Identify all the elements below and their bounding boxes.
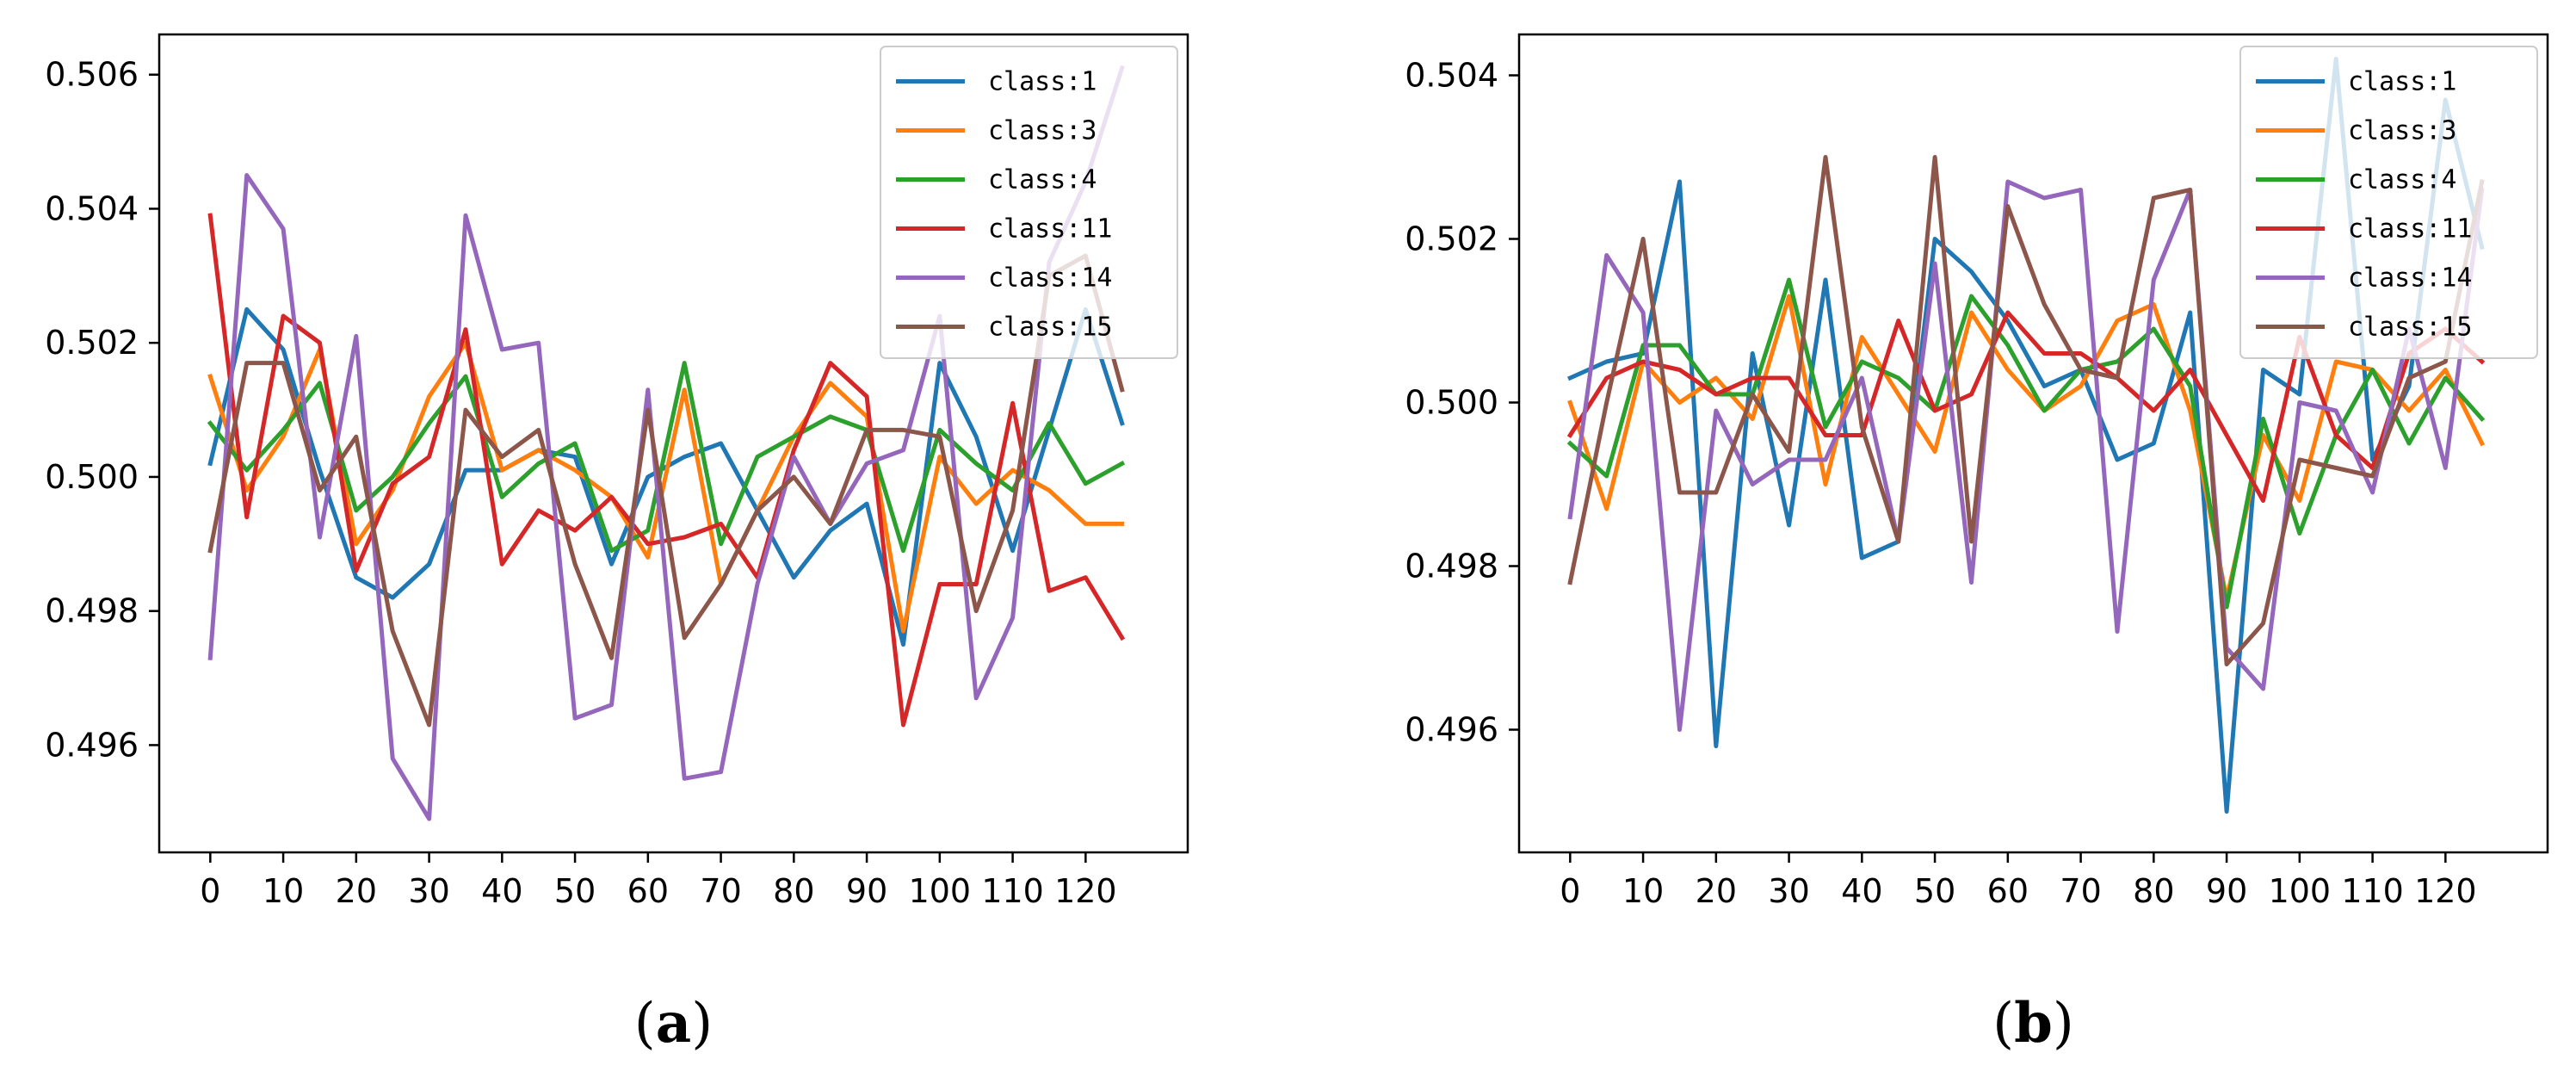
legend-label: class:4 bbox=[2348, 165, 2456, 195]
x-tick-label: 40 bbox=[1841, 872, 1882, 910]
legend-label: class:11 bbox=[2348, 214, 2473, 245]
y-tick-label: 0.502 bbox=[1405, 220, 1498, 258]
legend: class:1 class:3 class:4 class:11 class:14 cla… bbox=[2239, 46, 2538, 359]
legend-label: class:15 bbox=[988, 313, 1113, 343]
series-line-class-4 bbox=[1566, 277, 2486, 610]
x-tick-label: 70 bbox=[2060, 872, 2101, 910]
axes-frame bbox=[1517, 33, 2549, 854]
series-line-class-14 bbox=[1567, 179, 2485, 732]
y-tick-label: 0.504 bbox=[1405, 57, 1498, 95]
x-tick-label: 70 bbox=[700, 872, 741, 910]
series-line-class-14 bbox=[207, 65, 1125, 821]
legend-label: class:14 bbox=[2348, 263, 2473, 294]
x-tick-label: 50 bbox=[554, 872, 596, 910]
x-tick-label: 100 bbox=[2269, 872, 2332, 910]
x-tick-label: 120 bbox=[2414, 872, 2477, 910]
y-tick-label: 0.502 bbox=[45, 324, 139, 362]
x-tick-label: 60 bbox=[627, 872, 669, 910]
chart-panel-a: 0 10 20 30 40 50 60 70 80 90 100 110 120 0.496 0.498 0.… bbox=[45, 33, 1189, 1056]
panel-label-letter: a bbox=[656, 991, 691, 1056]
legend-label: class:15 bbox=[2348, 313, 2473, 343]
legend-box bbox=[2239, 46, 2538, 359]
x-tick-label: 90 bbox=[846, 872, 887, 910]
x-tick-label: 100 bbox=[909, 872, 972, 910]
x-tick-label: 20 bbox=[336, 872, 377, 910]
x-tick-label: 110 bbox=[981, 872, 1044, 910]
y-tick-label: 0.500 bbox=[45, 458, 139, 496]
legend-label: class:11 bbox=[988, 214, 1113, 245]
series-line-class-15 bbox=[207, 253, 1125, 728]
x-tick-label: 30 bbox=[1768, 872, 1809, 910]
series-line-class-3 bbox=[1567, 294, 2486, 601]
panel-label-letter: b bbox=[2014, 991, 2053, 1056]
legend-label: class:3 bbox=[2348, 116, 2456, 146]
x-tick-label: 50 bbox=[1914, 872, 1955, 910]
axes-frame bbox=[158, 33, 1189, 854]
legend-label: class:3 bbox=[988, 116, 1096, 146]
panel-label: (b) bbox=[1992, 991, 2074, 1056]
x-tick-label: 120 bbox=[1054, 872, 1117, 910]
legend-label: class:1 bbox=[2348, 67, 2456, 97]
y-tick-label: 0.504 bbox=[45, 189, 139, 227]
y-tick-label: 0.498 bbox=[45, 592, 139, 630]
x-tick-label: 110 bbox=[2341, 872, 2404, 910]
series-line-class-4 bbox=[207, 361, 1126, 554]
series-line-class-15 bbox=[1567, 155, 2485, 666]
x-tick-label: 30 bbox=[408, 872, 449, 910]
x-tick-label: 40 bbox=[481, 872, 522, 910]
x-tick-label: 10 bbox=[263, 872, 304, 910]
legend: class:1 class:3 class:4 class:11 class:14 cla… bbox=[880, 46, 1178, 359]
x-tick-label: 90 bbox=[2206, 872, 2247, 910]
y-tick-label: 0.496 bbox=[45, 726, 139, 764]
panel-label: (a) bbox=[634, 991, 713, 1056]
legend-label: class:14 bbox=[988, 263, 1113, 294]
y-tick-label: 0.500 bbox=[1405, 384, 1498, 422]
series-line-class-3 bbox=[207, 340, 1125, 634]
legend-label: class:4 bbox=[988, 165, 1096, 195]
x-tick-label: 80 bbox=[773, 872, 814, 910]
x-tick-label: 10 bbox=[1622, 872, 1664, 910]
x-tick-label: 0 bbox=[200, 872, 220, 910]
y-tick-label: 0.506 bbox=[45, 56, 139, 94]
y-tick-label: 0.498 bbox=[1405, 548, 1498, 585]
x-tick-label: 80 bbox=[2133, 872, 2174, 910]
series-lines bbox=[1566, 57, 2486, 814]
chart-panel-b: 0 10 20 30 40 50 60 70 80 90 100 110 120 0.496 0.498 0.… bbox=[1405, 33, 2549, 1056]
x-tick-label: 0 bbox=[1560, 872, 1580, 910]
legend-label: class:1 bbox=[988, 67, 1096, 97]
series-line-class-11 bbox=[1566, 310, 2486, 503]
y-tick-label: 0.496 bbox=[1405, 711, 1498, 749]
x-tick-label: 60 bbox=[1987, 872, 2029, 910]
x-tick-label: 20 bbox=[1696, 872, 1737, 910]
legend-box bbox=[880, 46, 1178, 359]
series-lines bbox=[207, 65, 1126, 821]
